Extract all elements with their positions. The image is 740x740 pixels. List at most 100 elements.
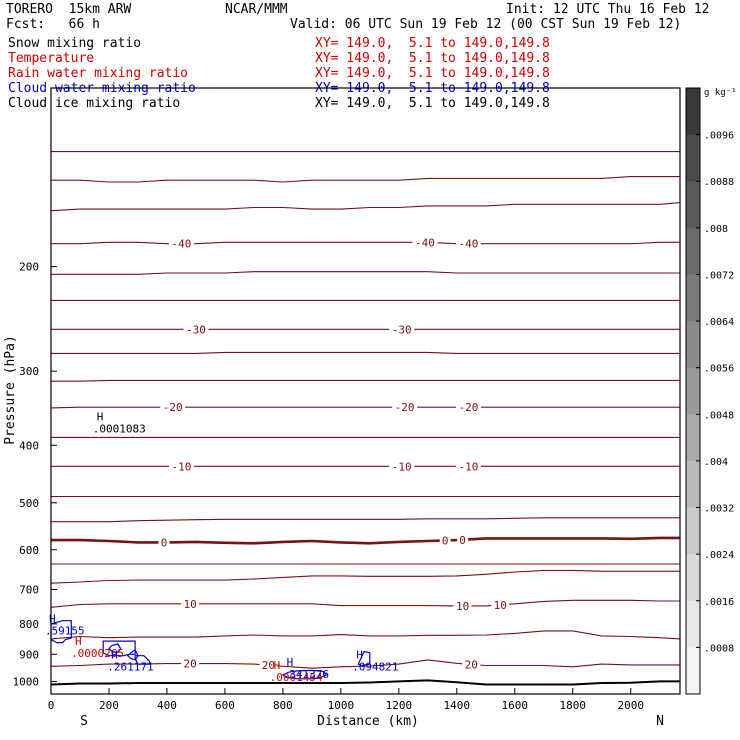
max-marker: H bbox=[356, 649, 363, 662]
isotherm-label: 0 bbox=[442, 535, 449, 548]
isotherm-label: 20 bbox=[465, 658, 478, 671]
legend-temperature-xy: XY= 149.0, 5.1 to 149.0,149.8 bbox=[315, 51, 550, 66]
isotherm-label: 10 bbox=[494, 599, 507, 612]
max-marker: H bbox=[287, 656, 294, 669]
colorbar-segment bbox=[686, 321, 700, 369]
cloud-water-contour bbox=[357, 650, 371, 667]
isotherm-line bbox=[50, 659, 680, 669]
y-tick-label: 800 bbox=[19, 618, 39, 631]
colorbar-segment bbox=[686, 414, 700, 462]
isotherm-line bbox=[50, 599, 680, 608]
colorbar-segment bbox=[686, 367, 700, 415]
y-tick-label: 1000 bbox=[13, 675, 40, 688]
isotherm-label: -40 bbox=[172, 238, 192, 251]
plot-layer: -40 -40 -40-30 -30-20 -20 -20-10 -10 -100 0 010 10… bbox=[45, 151, 681, 686]
max-value-label: .59155 bbox=[45, 624, 85, 637]
max-value-label: .0001083 bbox=[93, 423, 146, 436]
colorbar-segment bbox=[686, 600, 700, 648]
isotherm-label-bg bbox=[462, 658, 481, 671]
colorbar-segment bbox=[686, 227, 700, 275]
isotherm-label: -20 bbox=[395, 401, 415, 414]
isotherm-0-line bbox=[51, 536, 680, 545]
isotherm-label: -30 bbox=[392, 323, 412, 336]
colorbar-segment bbox=[686, 460, 700, 509]
isotherm-line bbox=[51, 271, 680, 275]
isotherm-label-bg bbox=[389, 323, 415, 336]
colorbar-segment bbox=[686, 554, 700, 602]
colorbar: .0096 .0088 .008 .0072 .0064 .0056 .0048 .004 .0… bbox=[685, 87, 734, 695]
y-axis-label: Pressure (hPa) bbox=[3, 335, 18, 445]
isotherm-label-bg bbox=[259, 659, 278, 672]
isotherm-label: 0 bbox=[459, 534, 466, 547]
init-time: Init: 12 UTC Thu 16 Feb 12 bbox=[506, 2, 710, 17]
forecast-hour: Fcst: 66 h bbox=[6, 17, 100, 32]
cloud-water-contour bbox=[108, 643, 122, 653]
isotherm-label: -10 bbox=[392, 460, 412, 473]
isotherm-label-bg bbox=[455, 401, 481, 414]
isotherm-label-bg bbox=[389, 460, 415, 473]
colorbar-segment bbox=[686, 181, 700, 229]
colorbar-tick-label: .0088 bbox=[704, 177, 734, 188]
isotherm-label-bg bbox=[412, 236, 438, 249]
model-title: TORERO 15km ARW bbox=[6, 2, 132, 17]
colorbar-tick-label: .0056 bbox=[704, 364, 734, 375]
legend-snow-label: Snow mixing ratio bbox=[8, 36, 142, 51]
x-tick-label: 1000 bbox=[328, 699, 355, 712]
colorbar-segment bbox=[686, 507, 700, 555]
isotherm-label: -10 bbox=[172, 460, 192, 473]
cloud-water-contour bbox=[50, 620, 72, 644]
isotherm-label: -30 bbox=[186, 323, 206, 336]
colorbar-tick-label: .0096 bbox=[704, 131, 734, 142]
max-value-label: .094821 bbox=[352, 661, 398, 674]
y-tick-label: 600 bbox=[19, 544, 39, 557]
x-tick-label: 1400 bbox=[444, 699, 471, 712]
y-tick-label: 500 bbox=[19, 497, 39, 510]
x-tick-label: 200 bbox=[99, 699, 119, 712]
isotherm-line bbox=[51, 517, 680, 523]
isotherm-label-bg bbox=[168, 460, 194, 473]
legend-cloud-ice-xy: XY= 149.0, 5.1 to 149.0,149.8 bbox=[315, 96, 550, 111]
x-tick-label: 400 bbox=[157, 699, 177, 712]
isotherm-label-bg bbox=[457, 533, 469, 546]
isotherm-line bbox=[50, 569, 680, 584]
max-value-label: .261171 bbox=[107, 661, 153, 674]
isotherm-line bbox=[51, 176, 680, 183]
isotherm-label: -40 bbox=[458, 238, 478, 251]
x-end-label: N bbox=[656, 714, 664, 729]
legend-rain-label: Rain water mixing ratio bbox=[8, 66, 189, 81]
legend-cloud-ice-label: Cloud ice mixing ratio bbox=[8, 96, 181, 111]
colorbar-tick-label: .0072 bbox=[704, 270, 734, 281]
cloud-water-contour bbox=[134, 655, 151, 665]
isotherm-label: -40 bbox=[415, 236, 435, 249]
cloud-water-contour bbox=[126, 649, 139, 661]
isotherm-label-bg bbox=[491, 598, 510, 611]
max-value-label: .0001454 bbox=[270, 671, 323, 684]
isotherm-label-bg bbox=[158, 536, 170, 549]
isotherm-label: 10 bbox=[456, 600, 469, 613]
x-tick-label: 2000 bbox=[617, 699, 644, 712]
colorbar-tick-label: .0048 bbox=[704, 410, 734, 421]
isotherm-line bbox=[50, 406, 680, 409]
isotherm-label-bg bbox=[392, 401, 418, 414]
isotherm-label-bg bbox=[181, 657, 200, 670]
y-tick-label: 200 bbox=[19, 261, 39, 274]
isotherm-label-bg bbox=[183, 323, 209, 336]
plot-frame bbox=[50, 87, 681, 695]
isotherm-line bbox=[50, 679, 680, 686]
isotherm-label-bg bbox=[168, 237, 194, 250]
colorbar-segment bbox=[686, 88, 700, 136]
x-tick-label: 1600 bbox=[502, 699, 529, 712]
y-tick-label: 900 bbox=[19, 648, 39, 661]
colorbar-tick-label: .0008 bbox=[704, 643, 734, 654]
isotherm-label-bg bbox=[181, 597, 200, 610]
max-value-label: .0000265 bbox=[71, 647, 124, 660]
isotherm-label-bg bbox=[160, 401, 186, 414]
colorbar-tick-label: .004 bbox=[704, 457, 728, 468]
colorbar-tick-label: .008 bbox=[704, 224, 728, 235]
isotherm-label-bg bbox=[455, 237, 481, 250]
valid-time: Valid: 06 UTC Sun 19 Feb 12 (00 CST Sun … bbox=[290, 17, 682, 32]
y-tick-label: 400 bbox=[19, 439, 39, 452]
colorbar-unit: g kg⁻¹ bbox=[704, 88, 737, 98]
max-marker: H bbox=[111, 649, 118, 662]
